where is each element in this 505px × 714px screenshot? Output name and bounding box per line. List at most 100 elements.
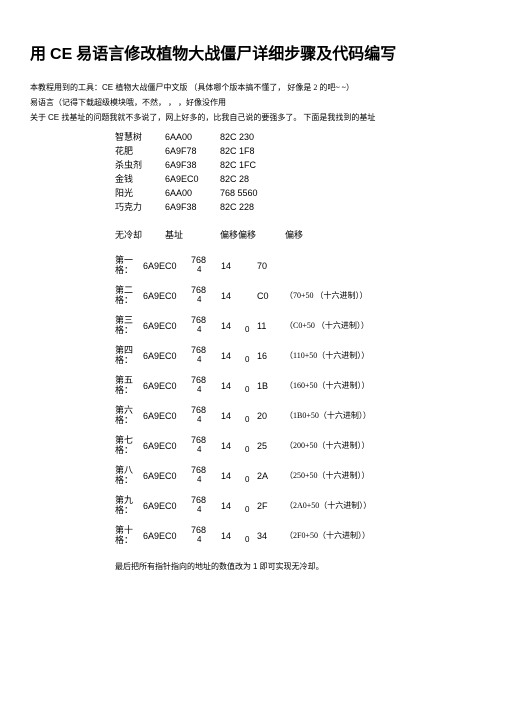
footer-pre: 最后把所有指针指向的地址的数值改为 [115,562,251,571]
addr-base: 6AA00 [165,188,220,198]
slot-val: C0 [257,291,285,301]
title-pre: 用 [30,46,50,63]
slot-base: 6A9EC0 [143,441,191,451]
slot-768: 7684 [191,316,221,335]
slot-label: 第十格： [115,526,143,546]
slot-768: 7684 [191,436,221,455]
slot-row: 第八格：6A9EC076841402A（250+50（十六进制）） [115,461,475,491]
slot-label: 第五格： [115,376,143,396]
title-post: 易语言修改植物大战僵尸详细步骤及代码编写 [72,46,396,63]
intro-ce: CE [102,83,115,92]
slot-base: 6A9EC0 [143,411,191,421]
slot-note: （C0+50 （十六进制）） [285,320,369,331]
addr-label: 阳光 [115,186,165,199]
title-ce: CE [50,46,72,63]
slot-14: 14 [221,261,245,271]
addr-offset: 82C 1FC [220,160,256,170]
slot-val: 2A [257,471,285,481]
slot-768: 7684 [191,466,221,485]
slot-note: （160+50（十六进制）） [285,380,370,391]
slot-768: 7684 [191,376,221,395]
intro-line-1: 本教程用到的工具：CE 植物大战僵尸中文版 （具体哪个版本搞不懂了， 好像是 2… [30,82,475,93]
addr-label: 杀虫剂 [115,158,165,171]
intro-line-2: 易语言（记得下载超级模块哦，不然， ， ，好像没作用 [30,97,475,108]
addr-label: 花肥 [115,144,165,157]
addr-row: 杀虫剂6A9F3882C 1FC [115,158,475,172]
addr-offset: 82C 1F8 [220,146,255,156]
slot-table: 第一格：6A9EC076841470第二格：6A9EC0768414C0（70+… [115,251,475,551]
addr-offset: 82C 28 [220,174,249,184]
slot-label: 第三格： [115,316,143,336]
slot-14: 14 [221,501,245,511]
intro-text: 易语言（记得下载超级模块哦，不然， [30,98,166,107]
intro-mid: 找基址的问题我就不多说了，网上好多的，比我自己说的要强多了。 下面是我找到的基址 [61,113,375,122]
slot-row: 第四格：6A9EC0768414016（110+50（十六进制）） [115,341,475,371]
addr-base: 6AA00 [165,132,220,142]
slot-14: 14 [221,441,245,451]
slot-sub0: 0 [245,536,257,544]
footer-post: 即可实现无冷却。 [260,562,324,571]
slot-row: 第五格：6A9EC076841401B（160+50（十六进制）） [115,371,475,401]
slot-row: 第七格：6A9EC0768414025（200+50（十六进制）） [115,431,475,461]
slot-note: （1B0+50（十六进制）） [285,410,371,421]
addr-row: 金钱6A9EC082C 28 [115,172,475,186]
slot-base: 6A9EC0 [143,291,191,301]
addr-offset: 82C 230 [220,132,254,142]
slot-label: 第一格： [115,256,143,276]
addr-row: 花肥6A9F7882C 1F8 [115,144,475,158]
slot-val: 1B [257,381,285,391]
addr-label: 智慧树 [115,130,165,143]
footer-one: 1 [253,562,260,571]
slot-val: 70 [257,261,285,271]
addr-offset: 768 5560 [220,188,258,198]
slot-sub0: 0 [245,356,257,364]
intro-text: 本教程用到的工具： [30,83,102,92]
addr-base: 6A9F38 [165,202,220,212]
slot-base: 6A9EC0 [143,471,191,481]
slot-note: （200+50（十六进制）） [285,440,370,451]
slot-768: 7684 [191,346,221,365]
slot-768: 7684 [191,256,221,275]
address-table: 智慧树6AA0082C 230 花肥6A9F7882C 1F8 杀虫剂6A9F3… [115,130,475,214]
slot-768: 7684 [191,526,221,545]
page-title: 用 CE 易语言修改植物大战僵尸详细步骤及代码编写 [30,40,475,64]
slot-sub0: 0 [245,326,257,334]
cooldown-off1: 偏移偏移 [220,228,285,241]
slot-14: 14 [221,321,245,331]
addr-row: 智慧树6AA0082C 230 [115,130,475,144]
slot-label: 第七格： [115,436,143,456]
slot-label: 第四格： [115,346,143,366]
slot-768: 7684 [191,406,221,425]
slot-label: 第九格： [115,496,143,516]
slot-note: （2F0+50（十六进制）） [285,530,370,541]
slot-note: （2A0+50（十六进制）） [285,500,371,511]
addr-base: 6A9F78 [165,146,220,156]
slot-label: 第二格： [115,286,143,306]
intro-line-3: 关于 CE 找基址的问题我就不多说了，网上好多的，比我自己说的要强多了。 下面是… [30,112,475,123]
slot-14: 14 [221,381,245,391]
intro-text: 关于 [30,113,48,122]
addr-base: 6A9F38 [165,160,220,170]
intro-tail: 好像是 2 的吧~ ~） [287,83,354,92]
addr-label: 巧克力 [115,200,165,213]
slot-14: 14 [221,291,245,301]
slot-768: 7684 [191,496,221,515]
addr-offset: 82C 228 [220,202,254,212]
slot-sub0: 0 [245,506,257,514]
addr-base: 6A9EC0 [165,174,220,184]
slot-row: 第三格：6A9EC0768414011（C0+50 （十六进制）） [115,311,475,341]
slot-row: 第九格：6A9EC076841402F（2A0+50（十六进制）） [115,491,475,521]
slot-row: 第一格：6A9EC076841470 [115,251,475,281]
slot-base: 6A9EC0 [143,321,191,331]
intro-gap: ， ， [166,98,186,107]
cooldown-base: 基址 [165,228,220,241]
slot-768: 7684 [191,286,221,305]
footer-line: 最后把所有指针指向的地址的数值改为 1 即可实现无冷却。 [115,561,475,572]
addr-row: 巧克力6A9F3882C 228 [115,200,475,214]
slot-base: 6A9EC0 [143,531,191,541]
slot-val: 11 [257,321,285,331]
slot-14: 14 [221,351,245,361]
slot-base: 6A9EC0 [143,351,191,361]
slot-val: 25 [257,441,285,451]
slot-val: 34 [257,531,285,541]
